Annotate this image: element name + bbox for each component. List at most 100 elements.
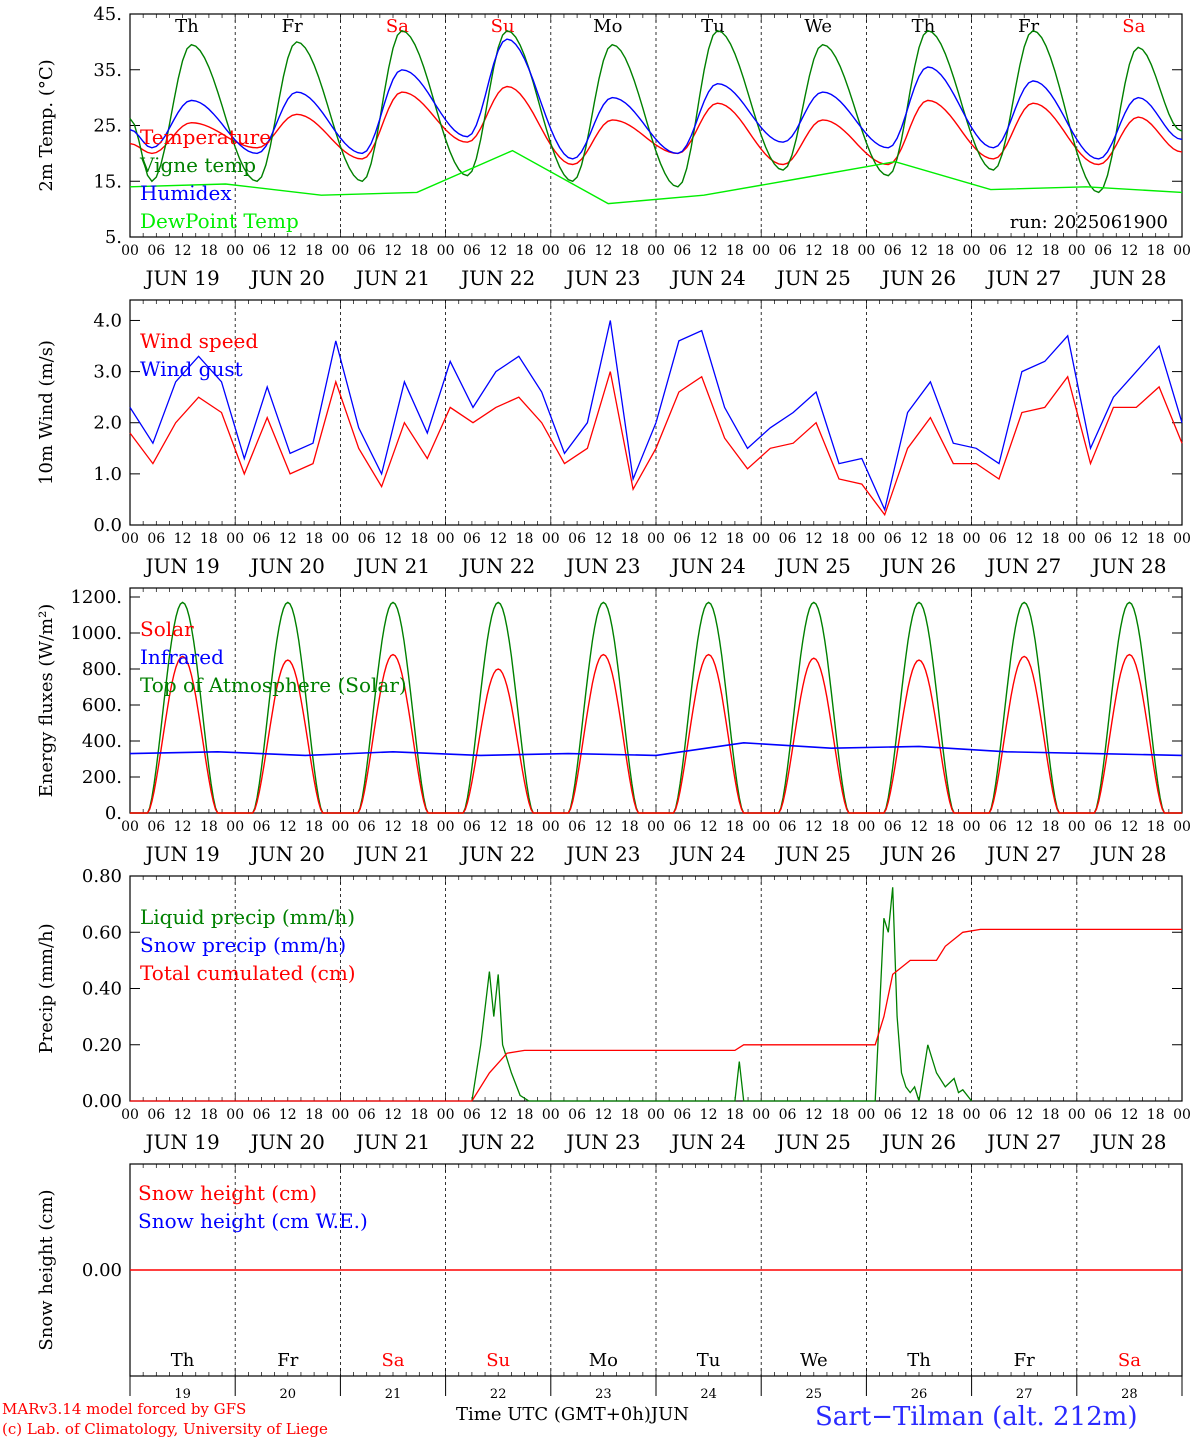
hour-label: 12 [1015, 1107, 1033, 1123]
hour-label: 18 [410, 819, 428, 835]
hour-label: 12 [279, 819, 297, 835]
hour-label: 00 [1068, 1107, 1086, 1123]
hour-label: 00 [331, 819, 349, 835]
hour-label: 00 [647, 1107, 665, 1123]
hour-label: 18 [1147, 243, 1165, 259]
hour-label: 18 [936, 1107, 954, 1123]
date-label: JUN 27 [985, 1130, 1061, 1154]
hour-label: 12 [700, 1107, 718, 1123]
hour-label: 00 [1068, 531, 1086, 547]
hour-label: 12 [910, 1107, 928, 1123]
date-label: JUN 21 [354, 842, 430, 866]
date-label: JUN 23 [564, 842, 640, 866]
hour-label: 06 [568, 531, 586, 547]
y-tick-label: 4.0 [93, 310, 122, 331]
day-number: 27 [1016, 1387, 1033, 1402]
series-temperature [129, 85, 1183, 166]
hour-label: 12 [594, 1107, 612, 1123]
legend-item: Snow precip (mm/h) [140, 933, 346, 957]
date-label: JUN 24 [670, 554, 746, 578]
hour-label: 06 [989, 531, 1007, 547]
date-label: JUN 25 [775, 554, 851, 578]
hour-label: 12 [174, 243, 192, 259]
hour-label: 00 [331, 531, 349, 547]
legend-item: Total cumulated (cm) [140, 961, 356, 985]
hour-label: 18 [410, 1107, 428, 1123]
y-tick-label: 800. [82, 659, 122, 680]
hour-label: 00 [647, 819, 665, 835]
hour-label: 00 [121, 531, 139, 547]
date-label: JUN 21 [354, 1130, 430, 1154]
hour-label: 00 [647, 243, 665, 259]
hour-label: 18 [936, 243, 954, 259]
panel-3: 0. 200. 400. 600. 800. 1000. 1200. Energy fluxe… [36, 587, 1191, 866]
series-dewpoint-temp [129, 149, 1183, 205]
weekday-label: Fr [1014, 1350, 1035, 1371]
hour-label: 06 [779, 1107, 797, 1123]
hour-label: 18 [516, 1107, 534, 1123]
y-tick-label: 0.0 [93, 515, 122, 536]
hour-label: 06 [673, 243, 691, 259]
date-label: JUN 27 [985, 842, 1061, 866]
hour-label: 00 [752, 531, 770, 547]
hour-label: 06 [673, 531, 691, 547]
hour-label: 18 [200, 819, 218, 835]
hour-label: 18 [621, 531, 639, 547]
hour-label: 12 [805, 531, 823, 547]
legend-item: Liquid precip (mm/h) [140, 905, 355, 929]
hour-label: 12 [279, 1107, 297, 1123]
date-label: JUN 27 [985, 554, 1061, 578]
weekday-label: Mo [593, 16, 622, 37]
hour-label: 06 [1094, 531, 1112, 547]
legend-item: DewPoint Temp [140, 209, 299, 233]
y-axis-label: 10m Wind (m/s) [36, 340, 57, 485]
weekday-label: Su [491, 16, 515, 37]
series-infrared [129, 741, 1183, 757]
hour-label: 18 [1042, 531, 1060, 547]
day-number: 25 [806, 1387, 823, 1402]
hour-label: 00 [1173, 531, 1191, 547]
hour-label: 12 [384, 819, 402, 835]
series-humidex [129, 38, 1183, 160]
hour-label: 06 [884, 243, 902, 259]
y-tick-label: 0.80 [82, 866, 122, 887]
hour-label: 18 [1147, 819, 1165, 835]
y-tick-label: 35. [93, 60, 122, 81]
hour-label: 06 [253, 1107, 271, 1123]
date-label: JUN 23 [564, 266, 640, 290]
y-tick-label: 0.00 [82, 1260, 122, 1281]
series-total-cumulated-cm- [130, 928, 1182, 1102]
hour-label: 12 [805, 243, 823, 259]
hour-label: 06 [779, 243, 797, 259]
date-label: JUN 22 [459, 266, 535, 290]
series-liquid-precip-mm-h- [471, 887, 973, 1102]
hour-label: 06 [358, 531, 376, 547]
date-label: JUN 27 [985, 266, 1061, 290]
hour-label: 00 [542, 1107, 560, 1123]
hour-label: 06 [358, 1107, 376, 1123]
date-label: JUN 21 [354, 554, 430, 578]
y-tick-label: 600. [82, 695, 122, 716]
hour-label: 12 [805, 819, 823, 835]
hour-label: 12 [279, 531, 297, 547]
hour-label: 12 [910, 531, 928, 547]
y-tick-label: 45. [93, 4, 122, 25]
y-tick-label: 25. [93, 116, 122, 137]
date-label: JUN 22 [459, 1130, 535, 1154]
hour-label: 18 [410, 243, 428, 259]
date-label: JUN 20 [249, 1130, 325, 1154]
hour-label: 18 [305, 531, 323, 547]
hour-label: 18 [305, 819, 323, 835]
date-label: JUN 19 [144, 266, 220, 290]
day-number: 21 [385, 1387, 402, 1402]
hour-label: 12 [279, 243, 297, 259]
hour-label: 00 [437, 243, 455, 259]
date-label: JUN 23 [564, 1130, 640, 1154]
hour-label: 00 [752, 243, 770, 259]
hour-label: 06 [463, 1107, 481, 1123]
hour-label: 00 [331, 1107, 349, 1123]
hour-label: 00 [437, 1107, 455, 1123]
y-axis-label: Energy fluxes (W/m²) [36, 604, 57, 798]
y-tick-label: 400. [82, 731, 122, 752]
